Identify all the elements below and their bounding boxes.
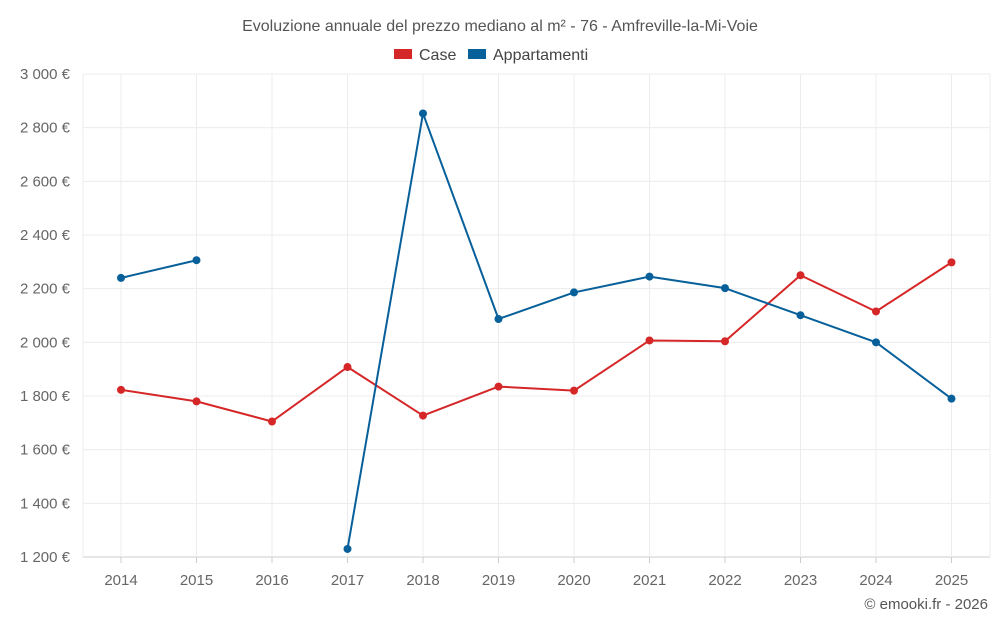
- x-tick-label: 2018: [406, 572, 439, 589]
- series-line: [120, 112, 953, 550]
- y-axis-ticks: 1 200 € 1 400 € 1 600 € 1 800 € 2 000 € 2 200…: [20, 66, 71, 566]
- y-tick-label: 2 400 €: [20, 227, 71, 244]
- chart-title: Evoluzione annuale del prezzo mediano al…: [242, 18, 758, 35]
- x-tick-label: 2025: [935, 572, 968, 589]
- x-tick-label: 2022: [708, 572, 741, 589]
- y-tick-label: 2 200 €: [20, 281, 71, 298]
- data-point[interactable]: [872, 338, 880, 347]
- data-point[interactable]: [117, 385, 125, 394]
- y-tick-label: 2 800 €: [20, 120, 71, 137]
- data-point[interactable]: [872, 307, 880, 316]
- x-tick-label: 2024: [859, 572, 892, 589]
- legend-label[interactable]: Case: [419, 47, 456, 64]
- y-tick-label: 1 600 €: [20, 442, 71, 459]
- data-point[interactable]: [419, 411, 427, 420]
- data-point[interactable]: [645, 336, 654, 345]
- series-1: [117, 109, 956, 553]
- legend-swatch: [468, 49, 486, 59]
- data-point[interactable]: [796, 271, 805, 280]
- legend-swatch: [394, 49, 412, 59]
- x-tick-label: 2023: [784, 572, 817, 589]
- x-tick-label: 2019: [482, 572, 515, 589]
- x-tick-label: 2017: [331, 572, 364, 589]
- legend-label[interactable]: Appartamenti: [493, 47, 588, 64]
- y-tick-label: 1 400 €: [20, 495, 71, 512]
- data-point[interactable]: [494, 314, 503, 323]
- data-point[interactable]: [494, 382, 503, 391]
- series-layer: [117, 109, 956, 553]
- y-tick-label: 1 800 €: [20, 388, 71, 405]
- data-point[interactable]: [117, 273, 125, 282]
- x-tick-label: 2021: [633, 572, 666, 589]
- x-tick-label: 2014: [104, 572, 137, 589]
- x-tick-label: 2020: [557, 572, 590, 589]
- data-point[interactable]: [192, 256, 201, 265]
- data-point[interactable]: [721, 337, 729, 346]
- y-tick-label: 3 000 €: [20, 66, 71, 83]
- grid-lines: [82, 73, 991, 558]
- x-axis-ticks: 2014 2015 2016 2017 2018 2019 2020 2021 2022 2023…: [104, 557, 968, 589]
- credit-text: © emooki.fr - 2026: [864, 596, 988, 613]
- series-0: [117, 258, 956, 426]
- x-tick-label: 2016: [255, 572, 288, 589]
- legend: Case Appartamenti: [394, 47, 588, 64]
- y-tick-label: 2 600 €: [20, 173, 71, 190]
- y-tick-label: 2 000 €: [20, 334, 71, 351]
- x-tick-label: 2015: [180, 572, 213, 589]
- data-point[interactable]: [570, 386, 578, 395]
- series-line: [120, 261, 953, 423]
- data-point[interactable]: [570, 288, 578, 297]
- y-tick-label: 1 200 €: [20, 549, 71, 566]
- data-point[interactable]: [268, 417, 276, 426]
- data-point[interactable]: [645, 272, 654, 281]
- data-point[interactable]: [192, 397, 201, 406]
- data-point[interactable]: [947, 258, 956, 267]
- data-point[interactable]: [343, 544, 352, 553]
- data-point[interactable]: [343, 363, 352, 372]
- data-point[interactable]: [721, 284, 729, 293]
- data-point[interactable]: [947, 394, 956, 403]
- data-point[interactable]: [796, 311, 805, 320]
- data-point[interactable]: [419, 109, 427, 118]
